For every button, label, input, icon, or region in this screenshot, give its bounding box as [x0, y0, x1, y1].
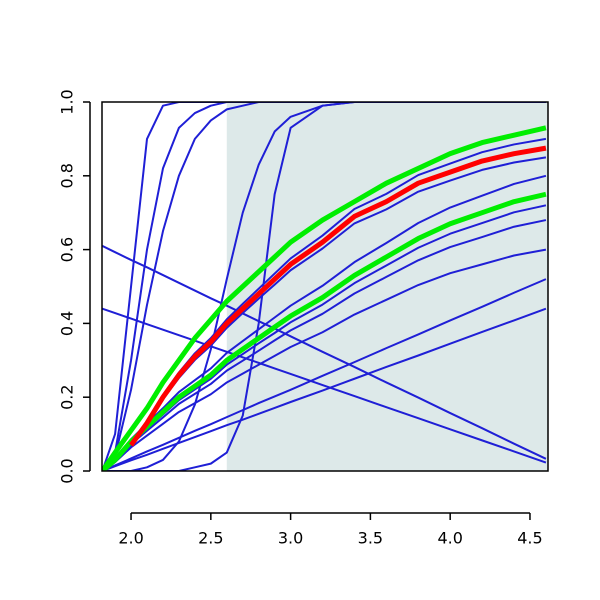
plot-area — [102, 102, 548, 471]
series-line — [102, 307, 547, 464]
series-line — [102, 278, 547, 471]
y-tick-label: 0.8 — [58, 163, 77, 188]
series-line — [102, 102, 546, 471]
x-tick-label: 3.5 — [358, 529, 383, 548]
x-tick-label: 2.0 — [118, 529, 143, 548]
series-line — [102, 102, 546, 471]
y-tick-label: 0.2 — [58, 384, 77, 409]
x-tick-label: 4.0 — [437, 529, 462, 548]
plot-frame — [101, 101, 549, 472]
series-line — [129, 145, 547, 447]
x-tick-label: 2.5 — [198, 529, 223, 548]
series-line — [102, 191, 547, 471]
series-line — [102, 219, 547, 471]
y-tick-label: 1.0 — [58, 89, 77, 114]
y-tick-label: 0.6 — [58, 237, 77, 262]
series-line — [102, 102, 546, 471]
x-tick-label: 4.5 — [517, 529, 542, 548]
x-tick-label: 3.0 — [278, 529, 303, 548]
y-tick-label: 0.0 — [58, 458, 77, 483]
series-line — [102, 248, 547, 471]
shaded-region — [226, 102, 548, 471]
y-tick-label: 0.4 — [58, 311, 77, 336]
series-line — [102, 307, 547, 471]
series-line — [102, 125, 547, 471]
series-line — [102, 102, 546, 471]
series-line — [102, 102, 546, 471]
